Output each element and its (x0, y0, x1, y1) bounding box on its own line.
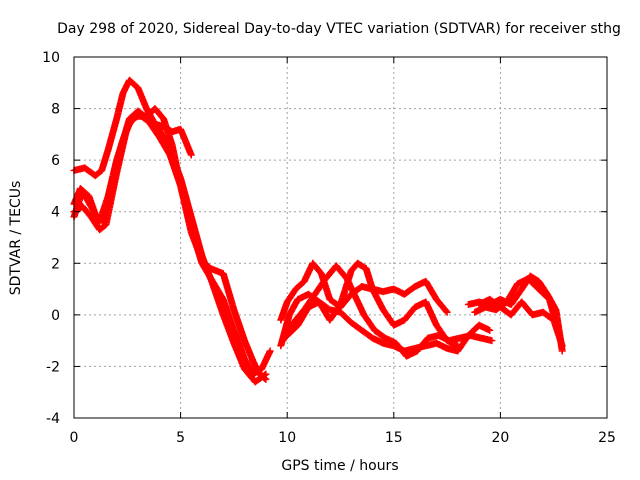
y-tick-label: 4 (51, 205, 60, 221)
tick-marks (73, 56, 608, 419)
y-axis-label: SDTVAR / TECUs (8, 181, 24, 296)
y-tick-label: 6 (51, 153, 60, 169)
y-tick-label: -2 (46, 359, 60, 375)
data-marker-path (475, 295, 566, 350)
x-tick-label: 10 (278, 430, 296, 446)
chart-title: Day 298 of 2020, Sidereal Day-to-day VTE… (57, 21, 621, 37)
series-track-8 (283, 298, 494, 355)
x-tick-label: 20 (491, 430, 509, 446)
y-tick-label: 10 (42, 50, 60, 66)
x-axis-label: GPS time / hours (281, 458, 398, 474)
y-tick-label: 8 (51, 102, 60, 118)
y-tick-label: -4 (46, 411, 60, 427)
x-tick-label: 5 (176, 430, 185, 446)
x-tick-label: 0 (70, 430, 79, 446)
y-tick-label: 2 (51, 256, 60, 272)
x-tick-label: 15 (385, 430, 403, 446)
plot-frame (73, 56, 608, 419)
tick-labels: 0 5 10 15 20 25 -4 -2 0 2 4 6 8 10 (42, 50, 616, 446)
series-track-11 (475, 295, 566, 350)
data-marker-path (283, 298, 494, 355)
y-tick-label: 0 (51, 308, 60, 324)
x-tick-label: 25 (598, 430, 616, 446)
data-points (70, 76, 566, 386)
